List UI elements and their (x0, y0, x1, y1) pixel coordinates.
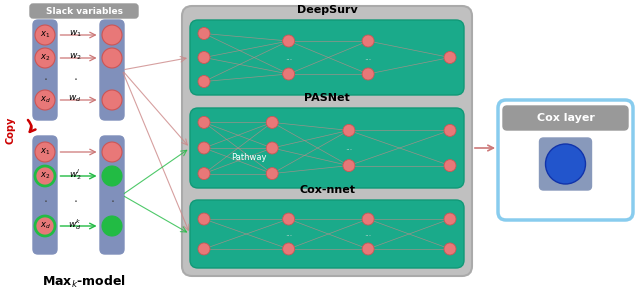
Text: $\cdot$: $\cdot$ (109, 194, 115, 206)
FancyBboxPatch shape (190, 108, 464, 188)
Text: $x_1$: $x_1$ (40, 147, 50, 157)
FancyBboxPatch shape (33, 136, 57, 254)
FancyBboxPatch shape (100, 20, 124, 120)
Circle shape (362, 68, 374, 80)
Circle shape (283, 35, 294, 47)
Circle shape (266, 116, 278, 128)
Circle shape (266, 142, 278, 154)
Circle shape (35, 216, 55, 236)
Circle shape (102, 90, 122, 110)
Text: Copy: Copy (6, 116, 16, 144)
Circle shape (35, 90, 55, 110)
Circle shape (102, 142, 122, 162)
FancyBboxPatch shape (100, 136, 124, 254)
Circle shape (343, 124, 355, 137)
Circle shape (444, 213, 456, 225)
Text: $w_2^l$: $w_2^l$ (68, 168, 81, 183)
Circle shape (283, 68, 294, 80)
Text: ...: ... (346, 143, 353, 153)
Circle shape (444, 160, 456, 172)
Circle shape (266, 168, 278, 180)
FancyBboxPatch shape (182, 6, 472, 276)
Circle shape (545, 144, 586, 184)
Text: $x_1$: $x_1$ (40, 30, 50, 40)
Text: Cox layer: Cox layer (536, 113, 595, 123)
FancyBboxPatch shape (190, 200, 464, 268)
Circle shape (102, 48, 122, 68)
FancyBboxPatch shape (30, 4, 138, 18)
FancyBboxPatch shape (503, 106, 628, 130)
Circle shape (198, 243, 210, 255)
Text: Max$_k$-model: Max$_k$-model (42, 274, 126, 288)
Circle shape (362, 35, 374, 47)
Text: $\cdot$: $\cdot$ (43, 73, 47, 86)
Text: $w_d$: $w_d$ (68, 94, 82, 104)
Circle shape (35, 142, 55, 162)
Text: $x_2$: $x_2$ (40, 171, 50, 181)
Circle shape (198, 75, 210, 88)
FancyBboxPatch shape (498, 100, 633, 220)
Circle shape (198, 27, 210, 39)
Text: $w_d^k$: $w_d^k$ (68, 217, 82, 232)
Text: $w_1$: $w_1$ (68, 29, 81, 39)
Circle shape (283, 213, 294, 225)
Text: $\cdot$: $\cdot$ (73, 73, 77, 86)
Text: Slack variables: Slack variables (45, 7, 122, 16)
Text: ...: ... (285, 230, 292, 238)
Text: Pathway: Pathway (231, 153, 267, 162)
Circle shape (35, 166, 55, 186)
FancyBboxPatch shape (190, 20, 464, 95)
Text: $x_2$: $x_2$ (40, 53, 50, 63)
Circle shape (362, 213, 374, 225)
Text: DeepSurv: DeepSurv (296, 5, 357, 15)
Text: Cox-nnet: Cox-nnet (299, 185, 355, 195)
Text: ...: ... (285, 53, 292, 62)
Text: $x_d$: $x_d$ (40, 95, 51, 105)
Circle shape (198, 116, 210, 128)
Circle shape (362, 243, 374, 255)
Text: ...: ... (365, 53, 372, 62)
Circle shape (198, 213, 210, 225)
Text: ...: ... (365, 230, 372, 238)
Text: $x_d$: $x_d$ (40, 221, 51, 231)
Circle shape (102, 216, 122, 236)
Circle shape (35, 25, 55, 45)
Circle shape (35, 48, 55, 68)
Circle shape (102, 166, 122, 186)
Text: $w_2$: $w_2$ (68, 52, 81, 62)
Circle shape (283, 243, 294, 255)
Text: PASNet: PASNet (304, 93, 350, 103)
FancyBboxPatch shape (540, 138, 591, 190)
Circle shape (343, 160, 355, 172)
Circle shape (198, 142, 210, 154)
Text: $\cdot$: $\cdot$ (73, 194, 77, 206)
Circle shape (444, 243, 456, 255)
FancyBboxPatch shape (33, 20, 57, 120)
Circle shape (198, 52, 210, 63)
Circle shape (444, 124, 456, 137)
Circle shape (444, 52, 456, 63)
Circle shape (102, 25, 122, 45)
Circle shape (198, 168, 210, 180)
Text: $\cdot$: $\cdot$ (43, 194, 47, 206)
